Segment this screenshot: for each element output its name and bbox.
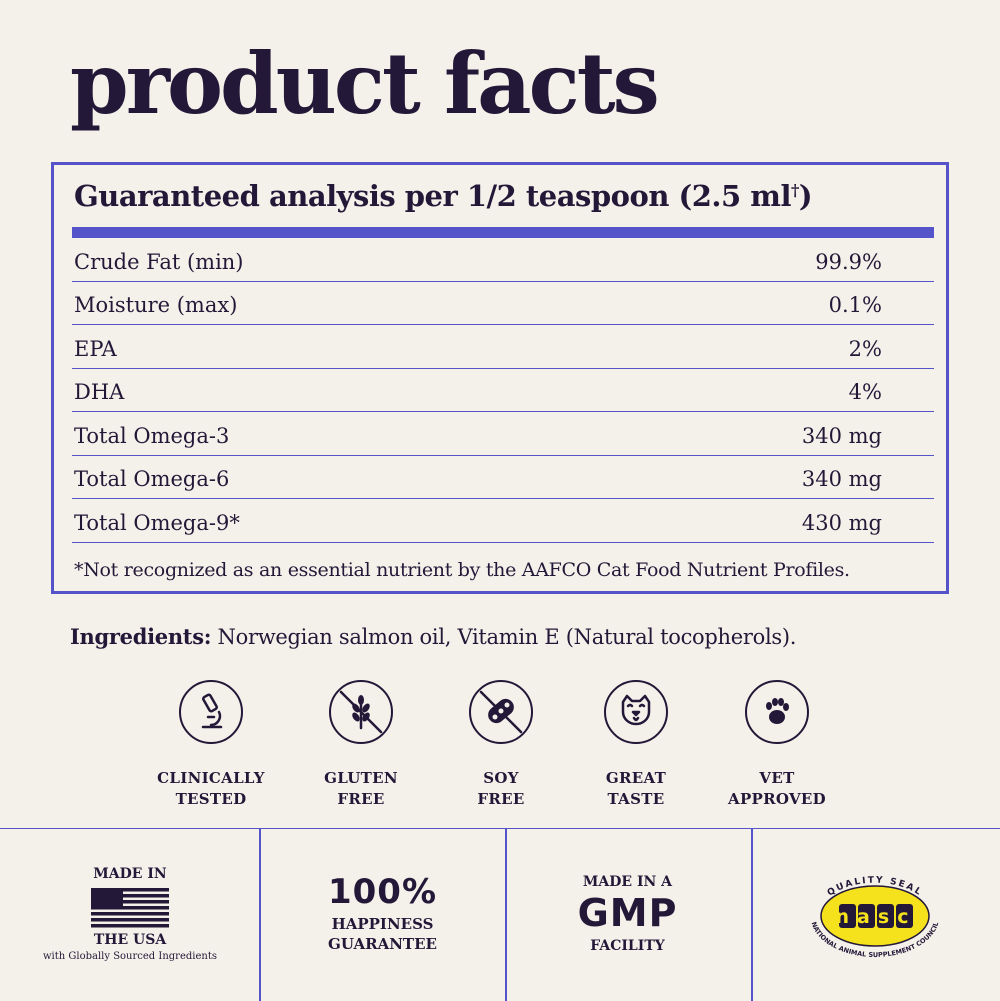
nutrient-value: 340 mg: [801, 467, 882, 491]
nutrient-name: Moisture (max): [74, 293, 238, 317]
nutrient-value: 99.9%: [815, 249, 882, 274]
no-gluten-icon: [329, 680, 393, 744]
badge-label-line2: FREE: [337, 790, 385, 808]
usa-subtext: with Globally Sourced Ingredients: [43, 951, 217, 962]
gmp-line1: MADE IN A: [582, 874, 673, 890]
badge-label-line2: APPROVED: [728, 790, 826, 808]
analysis-heading: Guaranteed analysis per 1/2 teaspoon (2.…: [74, 179, 813, 213]
nutrient-value: 2%: [848, 336, 882, 361]
badge-vet-approved: VET APPROVED: [712, 680, 842, 810]
gmp-line2: FACILITY: [590, 938, 665, 954]
nasc-quality-seal-icon: QUALITY SEAL nasc NATIONAL ANIMAL SUPPLE…: [790, 864, 960, 974]
badge-label-line2: TESTED: [175, 790, 247, 808]
badge-label-line1: GLUTEN: [324, 769, 398, 787]
badge-label-line1: GREAT: [605, 769, 667, 787]
happiness-guarantee-seal: 100% HAPPINESS GUARANTEE: [290, 874, 475, 954]
microscope-icon: [179, 680, 243, 744]
table-row: Total Omega-9* 430 mg: [72, 499, 934, 543]
nutrient-name: Crude Fat (min): [74, 249, 244, 274]
badge-label-line2: FREE: [477, 790, 525, 808]
badge-clinically-tested: CLINICALLY TESTED: [146, 680, 276, 810]
nutrient-name: EPA: [74, 336, 117, 361]
badge-label-line1: SOY: [483, 769, 519, 787]
guarantee-percent: 100%: [327, 872, 438, 912]
heading-rule: [72, 227, 934, 238]
nutrient-value: 430 mg: [801, 510, 882, 535]
usa-line1: MADE IN: [93, 866, 167, 882]
nutrient-name: Total Omega-9*: [74, 510, 240, 535]
table-row: DHA 4%: [72, 369, 934, 412]
nutrient-name: Total Omega-3: [74, 423, 230, 448]
guarantee-line2: GUARANTEE: [328, 935, 437, 953]
nutrient-value: 340 mg: [801, 423, 882, 448]
usa-line2: THE USA: [93, 932, 167, 948]
table-row: Total Omega-6 340 mg: [72, 456, 934, 499]
us-flag-icon: [91, 888, 169, 928]
table-row: EPA 2%: [72, 325, 934, 369]
table-row: Moisture (max) 0.1%: [72, 282, 934, 325]
ingredients-text: Norwegian salmon oil, Vitamin E (Natural…: [211, 625, 797, 649]
badge-gluten-free: GLUTEN FREE: [296, 680, 426, 810]
nasc-logo-letters: [839, 904, 913, 928]
paw-icon: [745, 680, 809, 744]
footnote: *Not recognized as an essential nutrient…: [74, 559, 850, 581]
nutrient-name: Total Omega-6: [74, 467, 230, 491]
made-in-usa-seal: MADE IN THE USA with Globally Sourced In…: [40, 866, 220, 962]
badge-label-line2: TASTE: [607, 790, 665, 808]
svg-text:nasc: nasc: [836, 906, 917, 928]
ingredients-line: Ingredients: Norwegian salmon oil, Vitam…: [70, 624, 796, 649]
divider: [505, 828, 507, 1001]
badge-label-line1: VET: [759, 769, 795, 787]
table-row: Crude Fat (min) 99.9%: [72, 238, 934, 282]
nutrient-name: DHA: [74, 380, 125, 404]
divider: [751, 828, 753, 1001]
divider: [259, 828, 261, 1001]
cat-face-icon: [604, 680, 668, 744]
badge-great-taste: GREAT TASTE: [571, 680, 701, 810]
nutrient-value: 0.1%: [828, 293, 882, 317]
gmp-text: GMP: [577, 891, 678, 935]
ingredients-label: Ingredients:: [70, 624, 212, 649]
certification-strip: [0, 828, 1000, 1001]
badge-soy-free: SOY FREE: [436, 680, 566, 810]
badge-label-line1: CLINICALLY: [157, 769, 265, 787]
table-row: Total Omega-3 340 mg: [72, 412, 934, 456]
page-title: product facts: [70, 34, 660, 133]
no-soy-icon: [469, 680, 533, 744]
gmp-facility-seal: MADE IN A GMP FACILITY: [535, 872, 720, 956]
guaranteed-analysis-panel: Guaranteed analysis per 1/2 teaspoon (2.…: [51, 162, 949, 594]
nutrient-value: 4%: [848, 380, 882, 404]
analysis-table: Crude Fat (min) 99.9% Moisture (max) 0.1% …: [72, 238, 934, 543]
guarantee-line1: HAPPINESS: [331, 915, 434, 933]
